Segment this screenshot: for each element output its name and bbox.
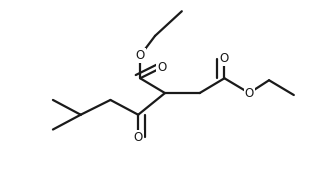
Text: O: O (136, 49, 145, 62)
Text: O: O (220, 52, 229, 65)
Text: O: O (245, 86, 254, 100)
Text: O: O (157, 61, 167, 74)
Text: O: O (134, 131, 143, 144)
